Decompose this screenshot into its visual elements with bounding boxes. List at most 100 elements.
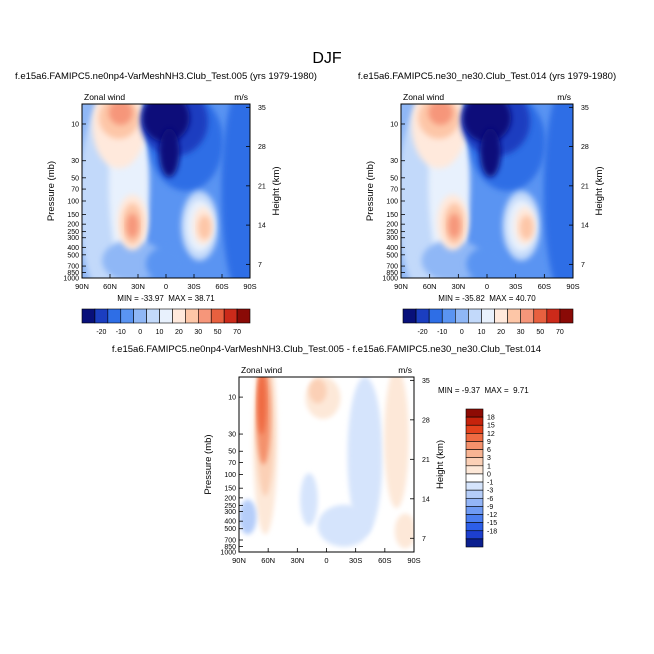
colorbar-label: 30 [194,329,202,336]
x-tick-label: 0 [485,282,489,291]
height-tick-label: 14 [581,223,589,230]
contour-region [347,377,383,535]
colorbar-label: 50 [214,329,222,336]
height-tick-label: 28 [422,417,430,424]
y-axis-label: Pressure (mb) [46,161,57,221]
colorbar-swatch [455,308,469,324]
colorbar-label: -6 [487,496,493,503]
y-tick-label: 10 [390,121,398,128]
colorbar-swatch [428,308,443,324]
colorbar-label: 30 [517,329,525,336]
y-tick-label: 250 [224,503,236,510]
chart-units-label: m/s [557,92,571,102]
height-tick-label: 28 [258,144,266,151]
y-tick-label: 1000 [63,276,79,283]
colorbar-swatch [468,308,482,324]
colorbar-label: 20 [175,329,183,336]
x-tick-label: 90N [75,282,89,291]
y-tick-label: 150 [386,212,398,219]
colorbar-label: -10 [437,329,447,336]
contour-region [466,246,508,278]
colorbar-swatch [415,308,430,324]
x-tick-label: 60N [103,282,117,291]
y-tick-label: 50 [71,175,79,182]
chart-stats: MIN = -33.97 MAX = 38.71 [117,294,215,303]
chart-variable-label: Zonal wind [84,92,125,102]
figure-title: DJF [312,50,342,67]
contour-region [519,215,534,240]
colorbar-label: -10 [116,329,126,336]
chart-units-label: m/s [234,92,248,102]
y-tick-label: 10 [71,121,79,128]
chart-units-label: m/s [398,365,412,375]
contour-region [126,213,139,238]
height-tick-label: 21 [581,183,589,190]
chart-title: f.e15a6.FAMIPC5.ne0np4-VarMeshNH3.Club_T… [112,344,541,355]
contour-region [480,128,501,178]
colorbar-swatch [146,308,160,324]
contour-region [448,213,461,238]
colorbar-swatch [465,457,484,467]
x-tick-label: 0 [324,556,328,565]
y-axis-right-label: Height (km) [435,440,446,489]
contour-region [221,104,250,278]
colorbar-label: 0 [460,329,464,336]
height-tick-label: 14 [422,496,430,503]
colorbar-label: 20 [497,329,505,336]
chart-variable-label: Zonal wind [241,365,282,375]
y-tick-label: 100 [386,198,398,205]
colorbar-swatch [559,308,574,324]
y-tick-label: 400 [67,245,79,252]
chart-stats: MIN = -9.37 MAX = 9.71 [438,386,529,395]
colorbar-swatch [465,416,484,426]
colorbar-swatch [465,538,484,548]
y-axis-right-label: Height (km) [271,166,282,215]
height-tick-label: 7 [258,262,262,269]
contour-region [197,215,212,240]
colorbar-swatch [465,449,484,459]
colorbar-label: -1 [487,480,493,487]
chart-panel-3: f.e15a6.FAMIPC5.ne0np4-VarMeshNH3.Club_T… [112,344,541,565]
colorbar-swatch [481,308,495,324]
x-tick-label: 30S [509,282,522,291]
y-tick-label: 850 [224,544,236,551]
colorbar-label: 0 [138,329,142,336]
colorbar-swatch [533,308,548,324]
colorbar-label: 9 [487,439,491,446]
x-tick-label: 90S [566,282,579,291]
y-axis-label: Pressure (mb) [203,434,214,494]
x-tick-label: 60N [423,282,437,291]
y-tick-label: 70 [228,460,236,467]
colorbar-label: 12 [487,431,495,438]
height-tick-label: 14 [258,223,266,230]
colorbar-label: 50 [536,329,544,336]
y-axis-right-label: Height (km) [594,166,605,215]
colorbar-swatch [185,308,199,324]
colorbar-swatch [465,514,484,523]
colorbar-swatch [441,308,456,324]
colorbar-label: 10 [156,329,164,336]
chart-stats: MIN = -35.82 MAX = 40.70 [438,294,536,303]
colorbar-swatch [107,308,122,324]
y-tick-label: 400 [386,245,398,252]
y-tick-label: 50 [390,175,398,182]
y-tick-label: 300 [67,235,79,242]
contour-region [543,104,573,278]
colorbar-1: -20 -10 0 10 20 30 50 70 [81,308,251,336]
contour-region [309,378,327,404]
y-tick-label: 200 [224,495,236,502]
chart-panel-2: f.e15a6.FAMIPC5.ne30_ne30.Club_Test.014 … [358,71,616,291]
chart-variable-label: Zonal wind [403,92,444,102]
y-tick-label: 700 [224,538,236,545]
colorbar-label: 1 [487,463,491,470]
y-tick-label: 700 [67,264,79,271]
colorbar-swatch [210,308,225,324]
y-tick-label: 400 [224,519,236,526]
height-tick-label: 35 [422,378,430,385]
colorbar-swatch [465,424,484,434]
colorbar-2: -20 -10 0 10 20 30 50 70 [402,308,574,336]
x-tick-label: 90S [243,282,256,291]
chart-title: f.e15a6.FAMIPC5.ne30_ne30.Club_Test.014 … [358,71,616,82]
y-tick-label: 70 [71,187,79,194]
colorbar-swatch [465,497,484,507]
